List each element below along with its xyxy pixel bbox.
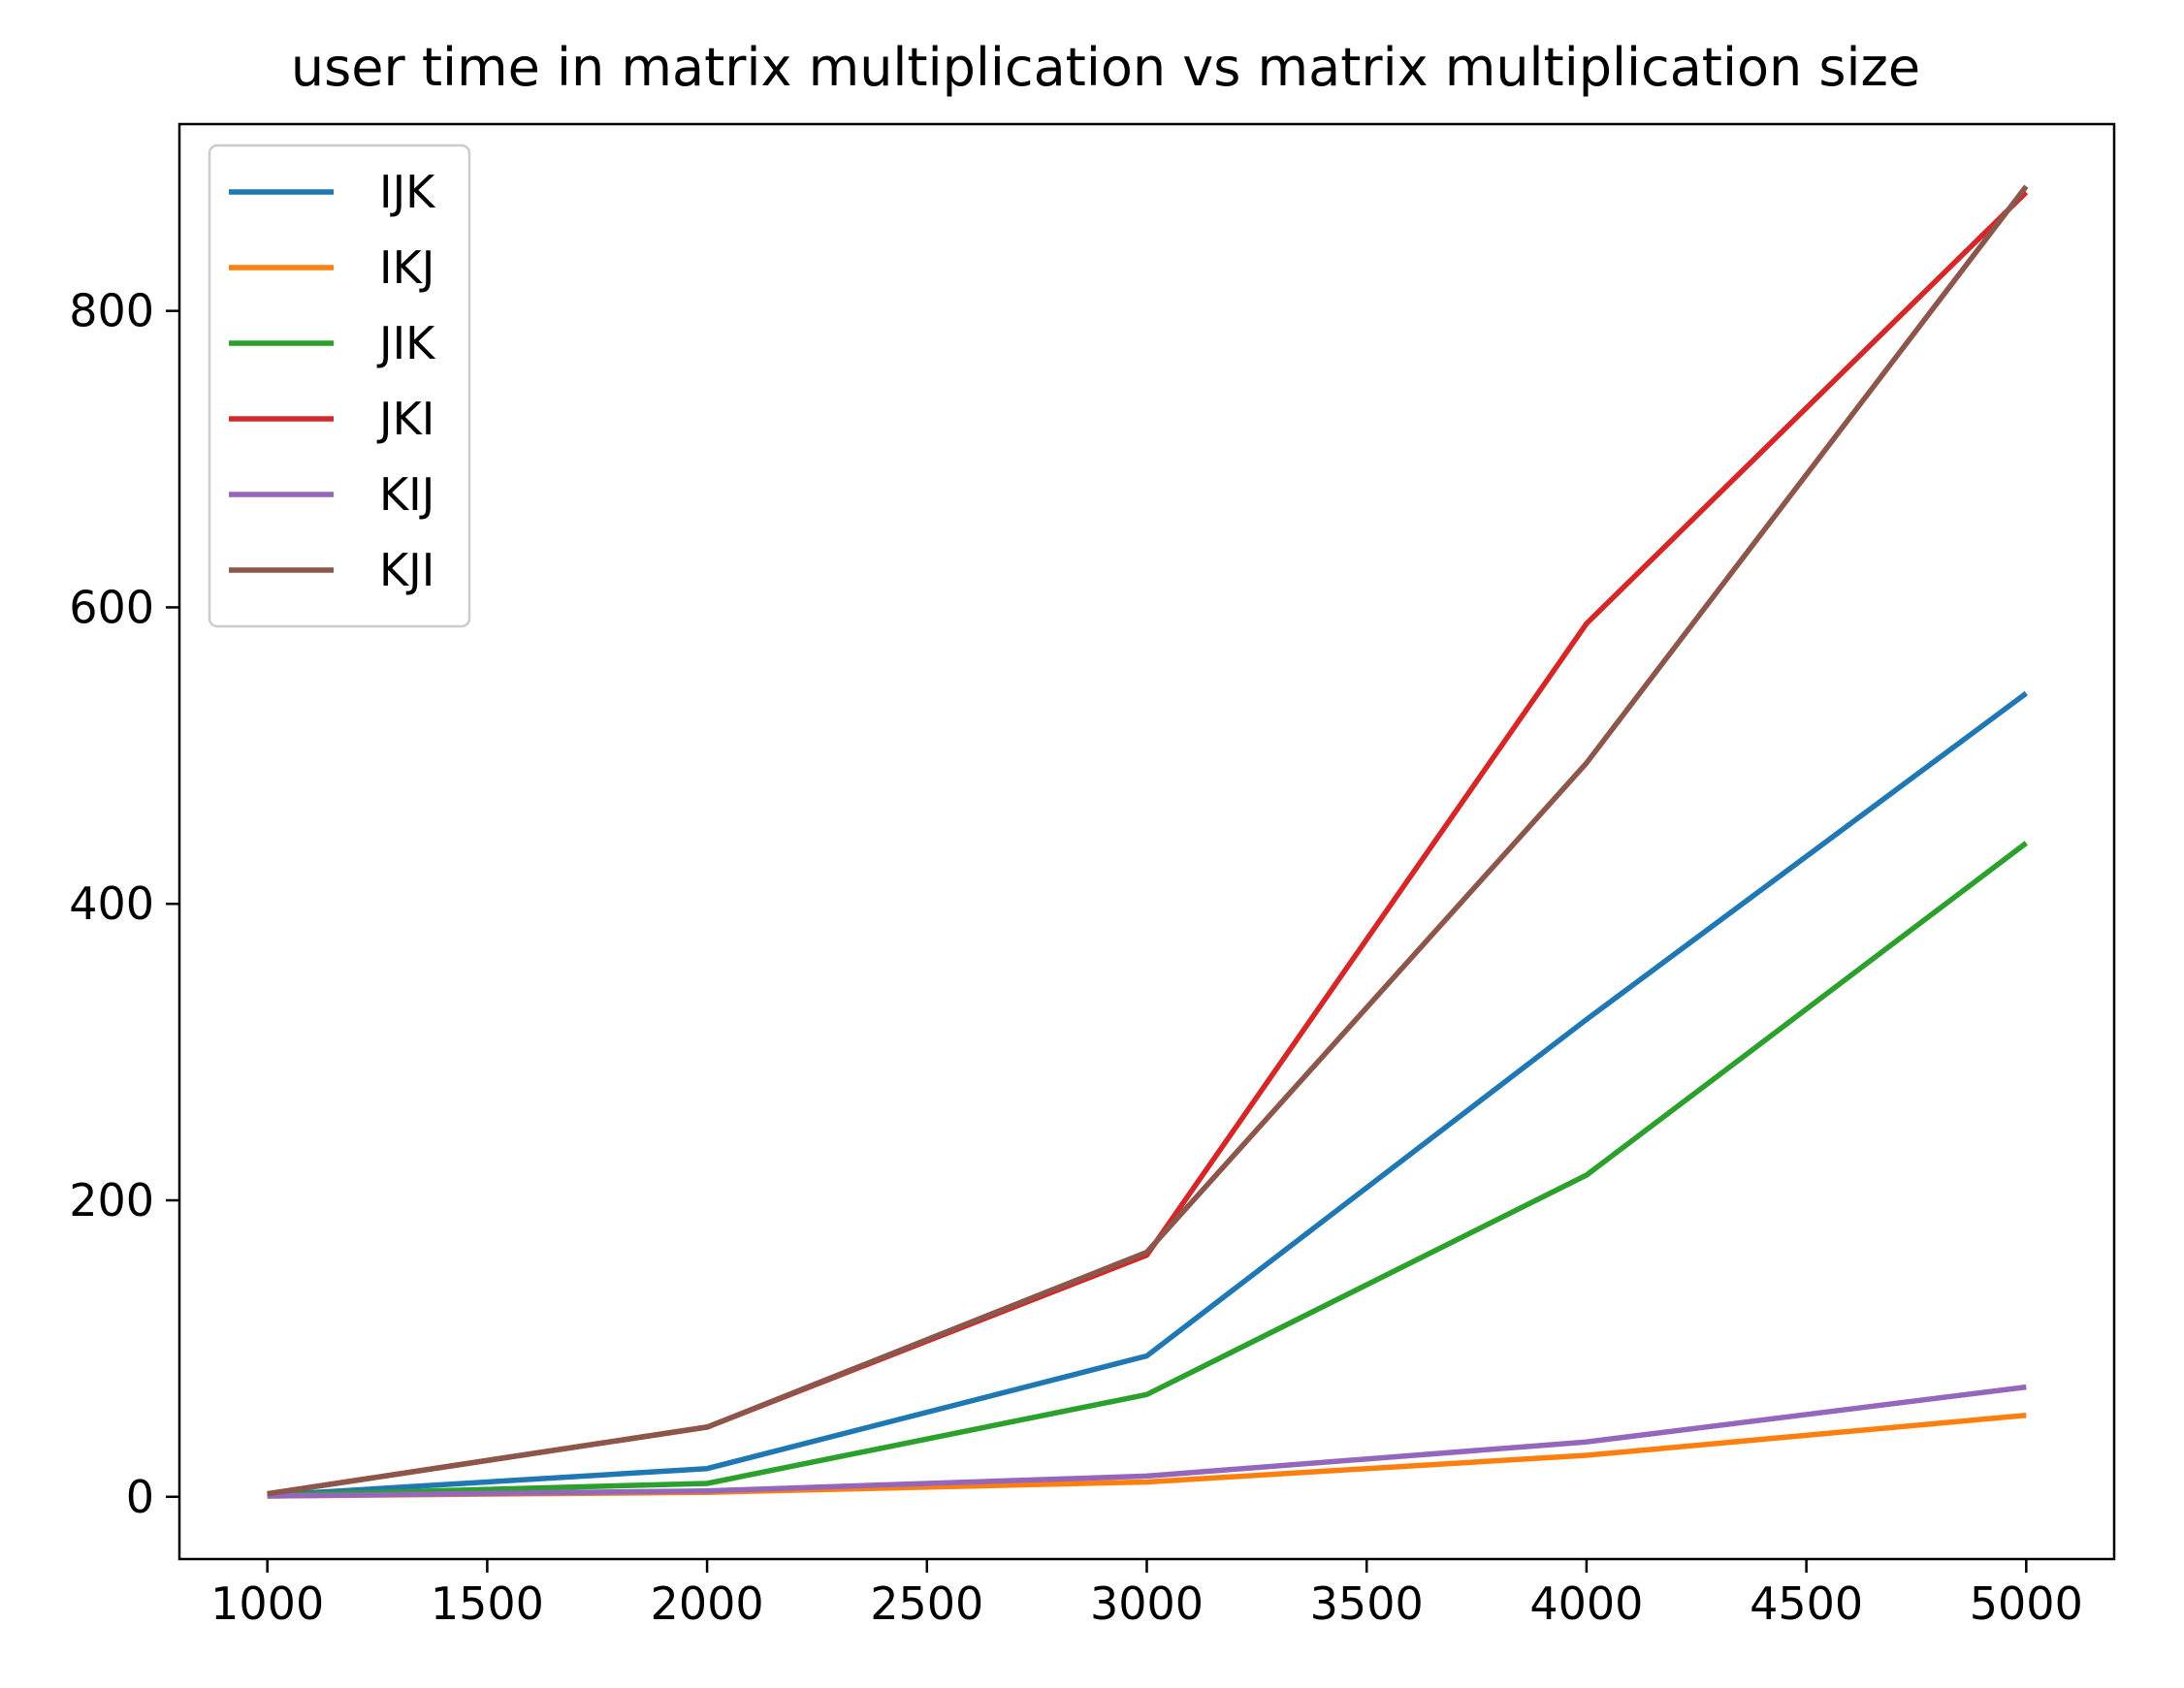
x-tick-label-5000: 5000 [1970, 1577, 2083, 1630]
plot-area: 1000 1500 2000 2500 3000 3500 4000 4500 5000 0 200… [69, 122, 2116, 1630]
legend-label-kji: KJI [379, 544, 434, 596]
x-tick-label-1000: 1000 [210, 1577, 324, 1630]
series-line-jik [267, 841, 2028, 1499]
x-tick-label-2000: 2000 [651, 1577, 764, 1630]
x-tick-label-4500: 4500 [1750, 1577, 1863, 1630]
series-line-ijk [267, 690, 2028, 1499]
series-line-kji [267, 184, 2029, 1497]
y-tick-label-800: 800 [69, 285, 154, 337]
x-tick-label-2500: 2500 [870, 1577, 983, 1630]
y-tick-label-600: 600 [69, 581, 154, 633]
x-tick-label-3000: 3000 [1090, 1577, 1204, 1630]
legend-label-ikj: IKJ [379, 241, 434, 294]
legend-label-jki: JKI [376, 393, 434, 445]
x-tick-label-3500: 3500 [1310, 1577, 1424, 1630]
legend-label-kij: KIJ [379, 468, 434, 521]
legend-label-jik: JIK [376, 317, 436, 369]
y-tick-label-400: 400 [69, 877, 154, 930]
x-tick-label-1500: 1500 [431, 1577, 544, 1630]
chart-title: user time in matrix multiplication vs ma… [291, 37, 1920, 98]
series-line-kij [267, 1384, 2027, 1499]
legend-label-ijk: IJK [379, 166, 436, 218]
y-tick-label-0: 0 [126, 1471, 154, 1523]
x-tick-label-4000: 4000 [1529, 1577, 1643, 1630]
series-line-jki [267, 190, 2029, 1497]
y-tick-label-200: 200 [69, 1174, 154, 1226]
